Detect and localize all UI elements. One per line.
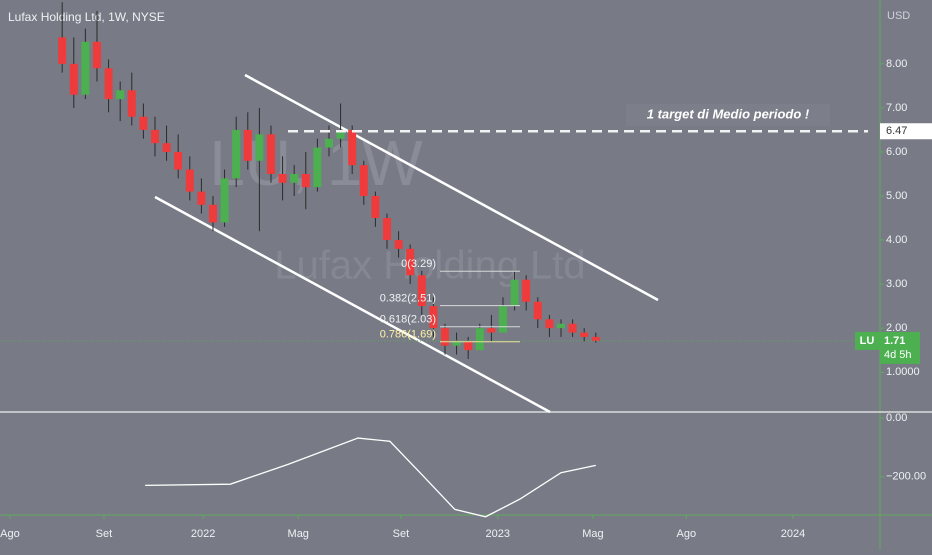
candle-body — [197, 191, 206, 205]
candle-body — [220, 178, 229, 223]
y-tick-label: 1.0000 — [886, 366, 920, 378]
channel-line — [244, 73, 659, 302]
candle-body — [301, 173, 310, 188]
candle-body — [359, 165, 368, 196]
candle-body — [92, 41, 101, 69]
channel-line — [154, 195, 551, 414]
y-tick-label: 0.00 — [886, 412, 907, 424]
x-tick-label: Set — [96, 528, 113, 540]
x-tick-label: Ago — [676, 528, 696, 540]
candle-body — [255, 134, 264, 161]
candle-body — [429, 306, 438, 329]
y-tick-label: 4.00 — [886, 234, 907, 246]
candle-body — [417, 275, 426, 307]
candle-body — [440, 328, 449, 346]
candle-body — [104, 68, 113, 100]
candle-body — [313, 147, 322, 188]
candle-body — [394, 240, 403, 249]
candle-body — [232, 129, 241, 179]
last-price-label: 1.71 — [884, 335, 905, 347]
fib-label: 0.382(2.51) — [380, 293, 436, 305]
candle-body — [150, 129, 159, 144]
candle-body — [580, 332, 589, 337]
countdown-label: 4d 5h — [884, 349, 912, 361]
candle-body — [568, 323, 577, 333]
y-tick-label: 3.00 — [886, 278, 907, 290]
x-tick-label: Mag — [288, 528, 309, 540]
candle-body — [452, 341, 461, 346]
annotation: 1 target di Medio periodo ! — [647, 106, 810, 121]
annotation-box — [626, 104, 830, 126]
candle-body — [243, 129, 252, 161]
candle-body — [324, 138, 333, 148]
candle-body — [556, 323, 565, 329]
candle-body — [290, 173, 299, 183]
candle-body — [116, 90, 125, 100]
y-tick-label: 7.00 — [886, 102, 907, 114]
symbol-tag — [855, 331, 880, 350]
chart-title: Lufax Holding Ltd, 1W, NYSE — [8, 10, 165, 24]
candle-body — [533, 301, 542, 320]
candle-body — [522, 279, 531, 302]
candle-body — [336, 129, 345, 139]
currency-label: USD — [887, 10, 910, 22]
x-tick-label: Mag — [582, 528, 603, 540]
price-tag — [880, 331, 920, 364]
candle-body — [139, 116, 148, 130]
candle-body — [127, 90, 136, 117]
candle-body — [464, 341, 473, 351]
price-tag — [880, 123, 932, 140]
candle-body — [510, 279, 519, 307]
candle-body — [58, 37, 67, 64]
candle-body — [208, 204, 217, 223]
y-tick-label: 2.00 — [886, 322, 907, 334]
candle-body — [545, 319, 554, 329]
candle-body — [81, 41, 90, 95]
watermark: Lufax Holding Ltd — [274, 244, 585, 288]
price-tag-label: 6.47 — [886, 125, 907, 137]
candle-body — [475, 328, 484, 351]
fib-label: 0.786(1.69) — [380, 329, 436, 341]
y-tick-label: −200.00 — [886, 471, 926, 483]
x-tick-label: 2023 — [486, 528, 510, 540]
x-tick-label: 2022 — [191, 528, 215, 540]
x-tick-label: Ago — [0, 528, 20, 540]
candle-body — [487, 328, 496, 333]
y-tick-label: 6.00 — [886, 146, 907, 158]
candle-body — [162, 143, 171, 152]
candle-body — [406, 248, 415, 276]
x-tick-label: 2024 — [781, 528, 805, 540]
candle-body — [371, 195, 380, 219]
candle-body — [382, 218, 391, 241]
fib-label: 0.618(2.03) — [380, 314, 436, 326]
candle-body — [185, 169, 194, 192]
candle-body — [348, 129, 357, 166]
candle-body — [174, 151, 183, 170]
candle-body — [278, 173, 287, 183]
candle-body — [498, 306, 507, 333]
x-tick-label: Set — [393, 528, 410, 540]
candle-body — [591, 336, 600, 341]
symbol-label: LU — [860, 335, 875, 347]
candle-body — [266, 134, 275, 174]
oscillator-line — [145, 437, 596, 518]
candle-body — [69, 63, 78, 95]
y-tick-label: 8.00 — [886, 58, 907, 70]
y-tick-label: 5.00 — [886, 190, 907, 202]
fib-label: 0(3.29) — [401, 258, 436, 270]
